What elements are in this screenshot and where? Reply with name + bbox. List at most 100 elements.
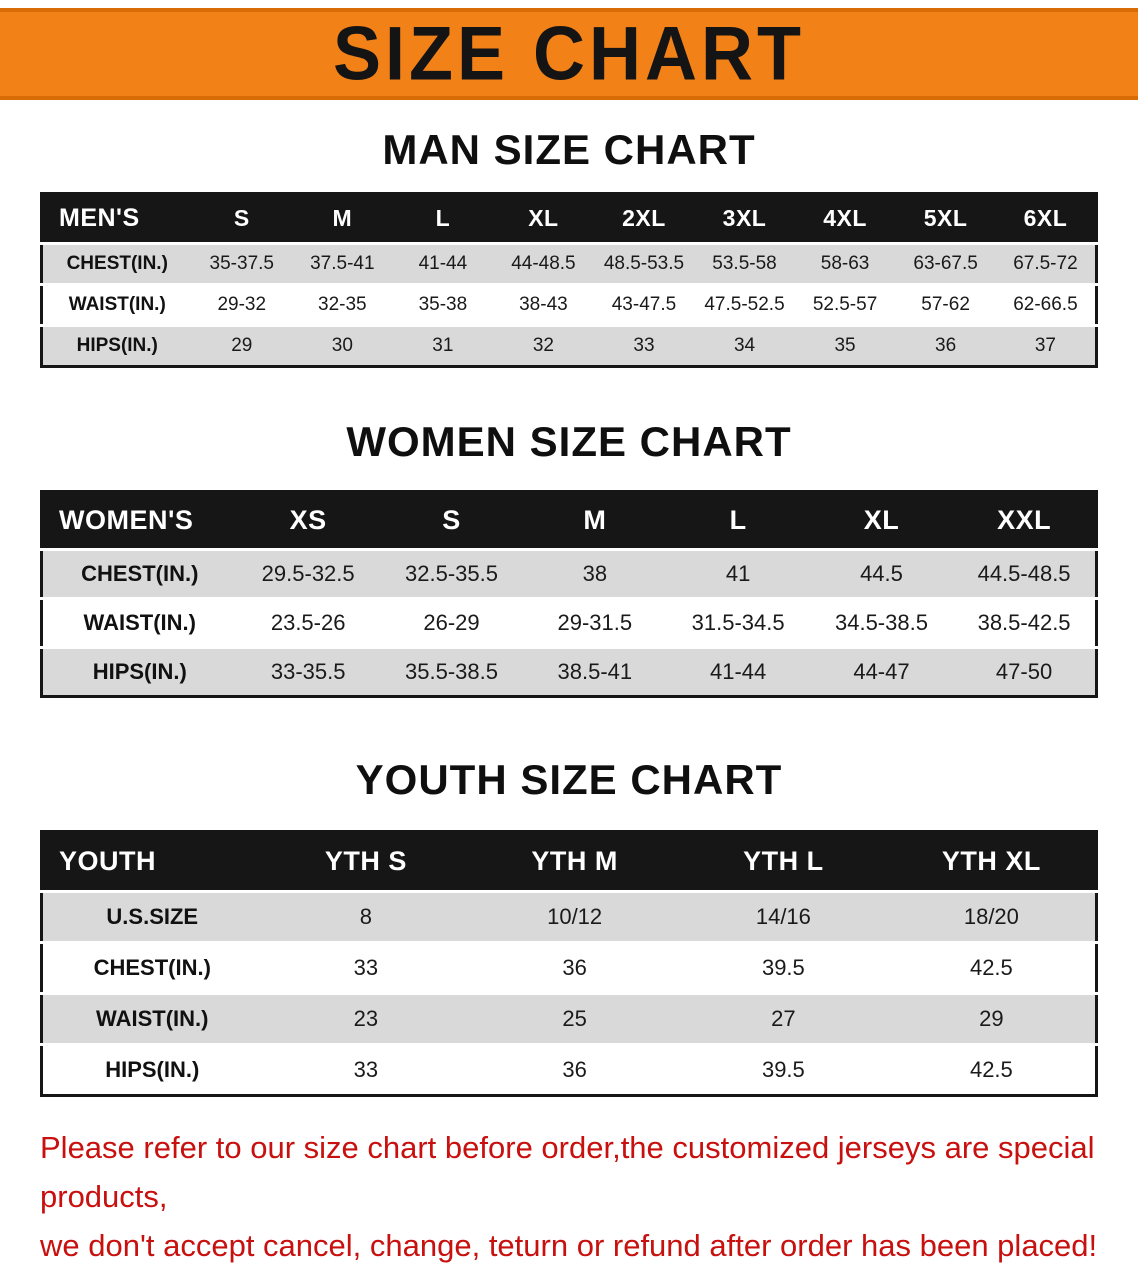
size-column-header: 4XL — [794, 193, 896, 244]
table-corner-label: WOMEN'S — [41, 491, 237, 550]
youth-size-chart-heading: YOUTH SIZE CHART — [355, 756, 783, 803]
measurement-value: 44-47 — [809, 647, 954, 697]
measurement-value: 41 — [666, 549, 810, 599]
measurement-label: CHEST(IN.) — [41, 243, 192, 285]
measurement-value: 23 — [261, 993, 471, 1045]
measurement-value: 35-38 — [392, 284, 494, 326]
measurement-value: 44.5 — [809, 549, 954, 599]
measurement-value: 36 — [470, 1044, 679, 1096]
size-chart-banner: SIZE CHART — [0, 8, 1138, 100]
measurement-value: 37.5-41 — [292, 243, 393, 285]
size-column-header: M — [292, 193, 393, 244]
measurement-value: 38.5-42.5 — [953, 598, 1097, 648]
table-row: HIPS(IN.) 33-35.5 35.5-38.5 38.5-41 41-44 44-… — [41, 647, 1097, 697]
measurement-value: 31 — [392, 325, 494, 367]
size-column-header: YTH M — [470, 831, 679, 892]
measurement-label: CHEST(IN.) — [41, 549, 237, 599]
table-row: CHEST(IN.) 29.5-32.5 32.5-35.5 38 41 44.5 44.5… — [41, 549, 1097, 599]
measurement-value: 44-48.5 — [493, 243, 594, 285]
measurement-value: 58-63 — [794, 243, 896, 285]
size-column-header: S — [191, 193, 293, 244]
table-header-row: YOUTH YTH S YTH M YTH L YTH XL — [41, 831, 1097, 892]
size-column-header: L — [392, 193, 494, 244]
size-column-header: M — [523, 491, 667, 550]
size-column-header: 6XL — [995, 193, 1097, 244]
men-size-table: MEN'S S M L XL 2XL 3XL 4XL 5XL 6XL CHEST(IN.) 35-37… — [40, 192, 1098, 368]
measurement-value: 39.5 — [679, 942, 888, 994]
measurement-value: 44.5-48.5 — [953, 549, 1097, 599]
measurement-value: 38-43 — [493, 284, 594, 326]
table-row: HIPS(IN.) 33 36 39.5 42.5 — [41, 1044, 1097, 1096]
measurement-value: 38 — [523, 549, 667, 599]
women-size-chart-heading: WOMEN SIZE CHART — [346, 418, 792, 465]
table-row: WAIST(IN.) 23.5-26 26-29 29-31.5 31.5-34.5 34… — [41, 598, 1097, 648]
measurement-value: 34 — [694, 325, 795, 367]
measurement-value: 35 — [794, 325, 896, 367]
measurement-value: 43-47.5 — [593, 284, 695, 326]
youth-size-table: YOUTH YTH S YTH M YTH L YTH XL U.S.SIZE 8 10/12… — [40, 830, 1098, 1097]
table-header-row: WOMEN'S XS S M L XL XXL — [41, 491, 1097, 550]
measurement-value: 8 — [261, 891, 471, 943]
measurement-label: WAIST(IN.) — [41, 993, 262, 1045]
size-column-header: 5XL — [895, 193, 996, 244]
measurement-value: 35.5-38.5 — [379, 647, 524, 697]
measurement-value: 41-44 — [392, 243, 494, 285]
table-row: U.S.SIZE 8 10/12 14/16 18/20 — [41, 891, 1097, 943]
measurement-value: 26-29 — [379, 598, 524, 648]
measurement-value: 62-66.5 — [995, 284, 1097, 326]
table-row: WAIST(IN.) 23 25 27 29 — [41, 993, 1097, 1045]
measurement-value: 38.5-41 — [523, 647, 667, 697]
measurement-label: U.S.SIZE — [41, 891, 262, 943]
table-row: HIPS(IN.) 29 30 31 32 33 34 35 36 37 — [41, 325, 1097, 367]
measurement-value: 29.5-32.5 — [236, 549, 380, 599]
measurement-value: 32-35 — [292, 284, 393, 326]
measurement-value: 63-67.5 — [895, 243, 996, 285]
measurement-value: 25 — [470, 993, 679, 1045]
measurement-label: HIPS(IN.) — [41, 325, 192, 367]
measurement-value: 10/12 — [470, 891, 679, 943]
measurement-value: 33 — [261, 1044, 471, 1096]
measurement-value: 34.5-38.5 — [809, 598, 954, 648]
measurement-value: 30 — [292, 325, 393, 367]
table-row: CHEST(IN.) 35-37.5 37.5-41 41-44 44-48.5 48.5… — [41, 243, 1097, 285]
measurement-value: 14/16 — [679, 891, 888, 943]
measurement-label: CHEST(IN.) — [41, 942, 262, 994]
measurement-value: 35-37.5 — [191, 243, 293, 285]
size-column-header: YTH XL — [887, 831, 1097, 892]
measurement-value: 52.5-57 — [794, 284, 896, 326]
measurement-value: 47-50 — [953, 647, 1097, 697]
measurement-value: 32 — [493, 325, 594, 367]
size-column-header: L — [666, 491, 810, 550]
measurement-value: 37 — [995, 325, 1097, 367]
table-row: CHEST(IN.) 33 36 39.5 42.5 — [41, 942, 1097, 994]
table-row: WAIST(IN.) 29-32 32-35 35-38 38-43 43-47.5 47.… — [41, 284, 1097, 326]
size-column-header: XL — [809, 491, 954, 550]
disclaimer: Please refer to our size chart before or… — [40, 1123, 1098, 1270]
measurement-value: 33-35.5 — [236, 647, 380, 697]
table-header-row: MEN'S S M L XL 2XL 3XL 4XL 5XL 6XL — [41, 193, 1097, 244]
size-column-header: YTH L — [679, 831, 888, 892]
measurement-label: WAIST(IN.) — [41, 598, 237, 648]
measurement-value: 29 — [191, 325, 293, 367]
size-column-header: XS — [236, 491, 380, 550]
measurement-value: 67.5-72 — [995, 243, 1097, 285]
disclaimer-line-2: we don't accept cancel, change, teturn o… — [40, 1228, 1098, 1263]
banner-title: SIZE CHART — [333, 11, 805, 97]
measurement-label: HIPS(IN.) — [41, 1044, 262, 1096]
men-size-chart-heading: MAN SIZE CHART — [382, 126, 756, 173]
measurement-value: 42.5 — [887, 942, 1097, 994]
measurement-value: 39.5 — [679, 1044, 888, 1096]
size-column-header: XL — [493, 193, 594, 244]
measurement-value: 33 — [261, 942, 471, 994]
measurement-value: 57-62 — [895, 284, 996, 326]
measurement-value: 29-31.5 — [523, 598, 667, 648]
measurement-value: 23.5-26 — [236, 598, 380, 648]
size-column-header: 2XL — [593, 193, 695, 244]
disclaimer-line-1: Please refer to our size chart before or… — [40, 1130, 1095, 1214]
size-column-header: 3XL — [694, 193, 795, 244]
measurement-value: 18/20 — [887, 891, 1097, 943]
measurement-value: 27 — [679, 993, 888, 1045]
measurement-value: 47.5-52.5 — [694, 284, 795, 326]
measurement-value: 36 — [470, 942, 679, 994]
women-size-table: WOMEN'S XS S M L XL XXL CHEST(IN.) 29.5-32.5 32.5… — [40, 490, 1098, 698]
